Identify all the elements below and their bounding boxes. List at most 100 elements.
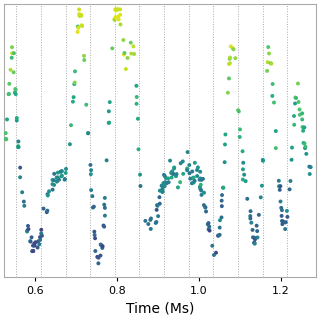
Point <box>132 52 137 57</box>
Point <box>68 123 74 128</box>
Point <box>106 109 111 114</box>
Point <box>190 175 196 180</box>
Point <box>13 92 18 97</box>
Point <box>159 183 164 188</box>
Point <box>217 225 222 230</box>
Point <box>265 68 270 74</box>
Point <box>67 142 72 147</box>
Point <box>37 242 42 247</box>
Point <box>56 177 61 182</box>
Point <box>113 8 118 13</box>
Point <box>279 218 284 223</box>
Point <box>107 120 112 125</box>
Point <box>131 44 136 49</box>
Point <box>50 182 55 187</box>
Point <box>11 70 16 75</box>
Point <box>82 58 87 63</box>
Point <box>199 188 204 193</box>
Point <box>283 220 288 225</box>
Point <box>58 169 63 174</box>
Point <box>50 177 55 182</box>
Point <box>96 255 101 260</box>
Point <box>293 95 299 100</box>
Point <box>102 202 107 207</box>
Point <box>307 172 312 177</box>
Point <box>52 182 57 188</box>
Point <box>273 146 278 151</box>
Point <box>16 145 21 150</box>
Point <box>268 61 273 66</box>
Point <box>63 170 68 175</box>
Point <box>4 137 9 142</box>
Point <box>248 209 253 214</box>
Point <box>25 229 30 234</box>
Point <box>303 144 308 149</box>
Point <box>92 229 97 234</box>
Point <box>276 178 281 183</box>
Point <box>153 220 158 226</box>
Point <box>236 108 241 113</box>
Point <box>174 172 179 177</box>
Point <box>172 166 177 171</box>
Point <box>116 17 121 22</box>
Point <box>26 227 31 232</box>
Point <box>122 50 127 55</box>
Point <box>113 15 118 20</box>
Point <box>29 249 35 254</box>
Point <box>259 183 264 188</box>
Point <box>162 173 167 179</box>
Point <box>156 213 161 219</box>
Point <box>16 139 21 144</box>
Point <box>267 51 272 56</box>
Point <box>90 194 95 199</box>
Point <box>277 187 282 192</box>
Point <box>128 40 133 45</box>
Point <box>95 254 100 260</box>
Point <box>41 206 46 211</box>
Point <box>280 219 285 224</box>
Point <box>55 175 60 180</box>
Point <box>129 51 134 56</box>
Point <box>266 44 271 50</box>
Point <box>231 47 236 52</box>
Point <box>121 52 126 57</box>
Point <box>100 245 105 251</box>
Point <box>178 180 183 185</box>
Point <box>265 60 270 65</box>
Point <box>187 171 192 176</box>
Point <box>216 233 221 238</box>
Point <box>175 185 180 190</box>
Point <box>98 242 103 247</box>
Point <box>155 203 160 208</box>
Point <box>148 217 153 222</box>
Point <box>112 17 117 22</box>
Point <box>292 101 298 106</box>
Point <box>289 157 294 162</box>
Point <box>116 7 121 12</box>
Point <box>212 252 217 258</box>
Point <box>104 158 109 163</box>
Point <box>45 192 50 197</box>
Point <box>100 244 105 249</box>
Point <box>154 220 159 225</box>
Point <box>148 216 154 221</box>
Point <box>143 218 148 223</box>
Point <box>252 235 257 240</box>
Point <box>260 157 265 162</box>
Point <box>260 158 266 163</box>
Point <box>157 188 162 193</box>
Point <box>16 143 21 148</box>
Point <box>217 232 222 237</box>
Point <box>226 61 231 67</box>
Point <box>210 243 215 248</box>
Point <box>163 180 168 185</box>
Point <box>269 61 274 66</box>
Point <box>217 218 222 223</box>
Point <box>160 186 165 191</box>
Point <box>170 171 175 176</box>
Point <box>44 210 49 215</box>
Point <box>121 37 126 43</box>
Point <box>221 185 226 190</box>
Point <box>250 227 255 232</box>
Point <box>188 176 193 181</box>
